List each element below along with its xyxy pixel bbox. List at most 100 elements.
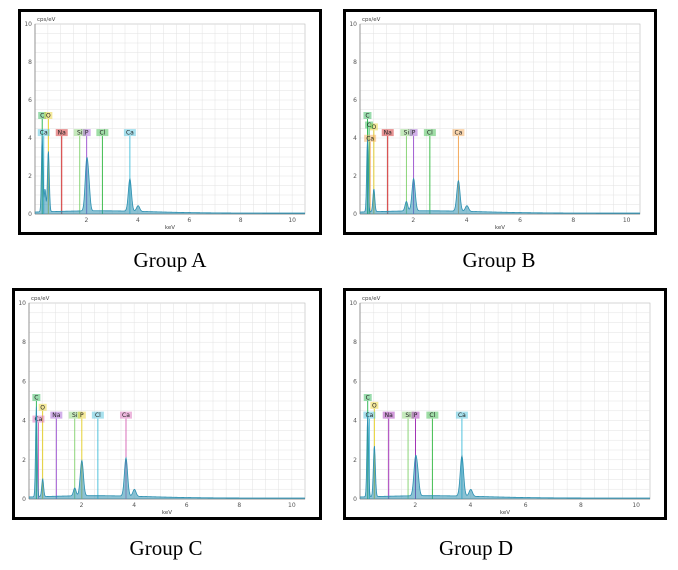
x-axis-label: keV <box>500 510 510 516</box>
element-marker-label: C <box>365 113 369 120</box>
element-marker-label: Ca <box>454 130 462 137</box>
y-tick-label: 0 <box>22 496 26 503</box>
x-axis-label: keV <box>162 510 172 516</box>
caption-group-a: Group A <box>133 248 207 272</box>
panel-group-d: 0 2 4 6 8 10 2 4 6 8 10 cps/eV keV C O Ca Na Si P Cl Ca <box>343 288 667 520</box>
x-tick-label: 4 <box>465 217 469 224</box>
x-tick-label: 10 <box>288 217 296 224</box>
panel-group-a: 0 2 4 6 8 10 2 4 6 8 10 cps/eV keV C O Ca Na Si P Cl Ca <box>18 9 322 235</box>
y-tick-label: 8 <box>28 59 32 66</box>
y-tick-label: 10 <box>349 21 357 28</box>
panel-group-c: 0 2 4 6 8 10 2 4 6 8 10 cps/eV keV C O Ca Na Si P Cl Ca <box>12 288 322 520</box>
element-marker-box <box>426 411 439 419</box>
element-marker-box <box>32 415 45 423</box>
y-tick-label: 4 <box>353 135 357 142</box>
y-tick-label: 6 <box>22 378 26 385</box>
element-marker-label: Si <box>72 412 78 419</box>
y-tick-label: 10 <box>349 300 357 307</box>
spectrum-line <box>359 139 640 214</box>
y-tick-label: 2 <box>28 173 32 180</box>
element-marker-label: C <box>367 122 371 129</box>
x-tick-label: 2 <box>413 502 417 509</box>
gridlines <box>360 303 650 499</box>
element-marker-box <box>423 129 436 137</box>
gridlines <box>29 303 305 499</box>
x-tick-label: 10 <box>623 217 631 224</box>
y-axis-label: cps/eV <box>362 17 381 23</box>
element-marker-label: Si <box>404 130 410 137</box>
element-marker-box <box>32 394 41 401</box>
eds-spectrum-chart-d: 0 2 4 6 8 10 2 4 6 8 10 cps/eV keV CO Ca Na Si P Cl Ca <box>349 296 651 516</box>
x-axis-label: keV <box>165 225 175 231</box>
x-tick-label: 6 <box>524 502 528 509</box>
element-marker-box <box>409 129 418 137</box>
element-marker-box <box>44 112 53 119</box>
y-tick-label: 0 <box>353 496 357 503</box>
element-marker-box <box>452 129 465 137</box>
element-marker-box <box>82 129 91 137</box>
element-marker-box <box>411 411 420 419</box>
element-marker-box <box>73 129 86 137</box>
x-tick-label: 4 <box>132 502 136 509</box>
x-tick-label: 6 <box>518 217 522 224</box>
element-marker-label: Cl <box>99 130 105 137</box>
x-tick-label: 4 <box>469 502 473 509</box>
element-marker-label: Si <box>405 412 411 419</box>
element-marker-box <box>369 123 378 131</box>
spectrum-line <box>28 406 305 499</box>
x-tick-label: 8 <box>579 502 583 509</box>
element-marker-box <box>68 411 81 419</box>
eds-spectrum-chart-a: 0 2 4 6 8 10 2 4 6 8 10 cps/eV keV C O Ca Na Si P Cl Ca <box>24 17 306 231</box>
element-marker-label: P <box>85 130 89 137</box>
spectrum-line <box>359 414 650 499</box>
spectrum-line <box>34 135 305 214</box>
y-tick-label: 8 <box>22 339 26 346</box>
y-tick-label: 8 <box>353 59 357 66</box>
y-tick-label: 0 <box>28 211 32 218</box>
element-marker-box <box>123 129 136 137</box>
x-tick-label: 8 <box>239 217 243 224</box>
element-marker-box <box>365 121 374 129</box>
element-marker-box <box>381 129 394 137</box>
element-marker-label: Na <box>384 130 392 137</box>
caption-group-b: Group B <box>462 248 536 272</box>
element-marker-label: C <box>366 395 370 402</box>
element-marker-label: C <box>34 395 38 402</box>
y-tick-label: 6 <box>28 97 32 104</box>
gridlines <box>360 24 640 214</box>
element-marker-label: Ca <box>458 412 466 419</box>
element-marker-label: Ca <box>366 135 374 142</box>
element-marker-label: Cl <box>429 412 435 419</box>
y-tick-label: 6 <box>353 378 357 385</box>
panel-group-b: 0 2 4 6 8 10 2 4 6 8 10 cps/eV keV C O C Ca Na Si P Cl Ca <box>343 9 657 235</box>
element-marker-label: Ca <box>365 412 373 419</box>
x-tick-label: 8 <box>237 502 241 509</box>
element-marker-label: Na <box>58 130 66 137</box>
y-axis-label: cps/eV <box>362 296 381 302</box>
element-marker-box <box>50 411 63 419</box>
x-tick-label: 4 <box>136 217 140 224</box>
element-marker-box <box>119 411 132 419</box>
y-tick-label: 4 <box>22 418 26 425</box>
element-marker-label: Ca <box>40 130 48 137</box>
element-marker-label: O <box>46 113 51 120</box>
y-tick-label: 2 <box>22 457 26 464</box>
element-marker-label: Ca <box>35 416 43 423</box>
x-tick-label: 10 <box>288 502 296 509</box>
y-tick-label: 2 <box>353 173 357 180</box>
x-tick-label: 2 <box>80 502 84 509</box>
element-marker-box <box>402 411 415 419</box>
y-tick-label: 4 <box>28 135 32 142</box>
x-tick-label: 2 <box>85 217 89 224</box>
y-axis-label: cps/eV <box>31 296 50 302</box>
element-marker-label: C <box>40 113 44 120</box>
y-tick-label: 8 <box>353 339 357 346</box>
element-marker-box <box>55 129 68 137</box>
element-marker-box <box>38 403 47 411</box>
element-marker-label: Si <box>77 130 83 137</box>
y-tick-label: 4 <box>353 418 357 425</box>
caption-group-c: Group C <box>129 536 203 560</box>
element-marker-label: O <box>372 402 377 409</box>
element-marker-label: P <box>412 130 416 137</box>
y-tick-label: 6 <box>353 97 357 104</box>
